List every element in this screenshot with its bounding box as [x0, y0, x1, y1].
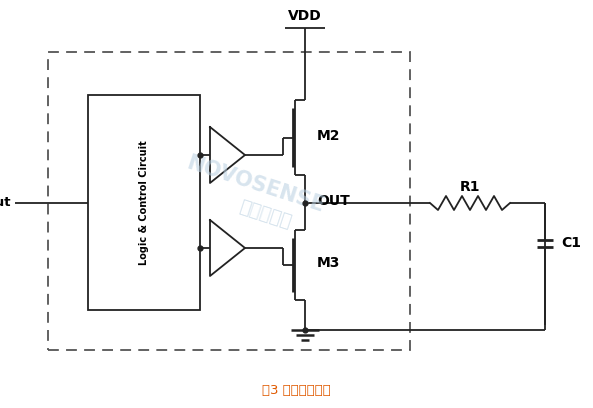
Text: C1: C1 — [561, 236, 581, 250]
Text: OUT: OUT — [317, 194, 350, 208]
Text: Logic & Control Circuit: Logic & Control Circuit — [139, 140, 149, 265]
Text: 图3 实验简化电路: 图3 实验简化电路 — [262, 384, 330, 397]
Text: NOVOSENSE: NOVOSENSE — [184, 153, 327, 217]
Text: M3: M3 — [317, 256, 340, 270]
Text: Input: Input — [0, 196, 11, 209]
Text: M2: M2 — [317, 129, 340, 142]
Bar — [48, 52, 410, 350]
Text: VDD: VDD — [288, 9, 322, 23]
Bar — [88, 95, 200, 310]
Text: R1: R1 — [460, 180, 480, 194]
Text: 纳芯微电子: 纳芯微电子 — [237, 198, 294, 232]
